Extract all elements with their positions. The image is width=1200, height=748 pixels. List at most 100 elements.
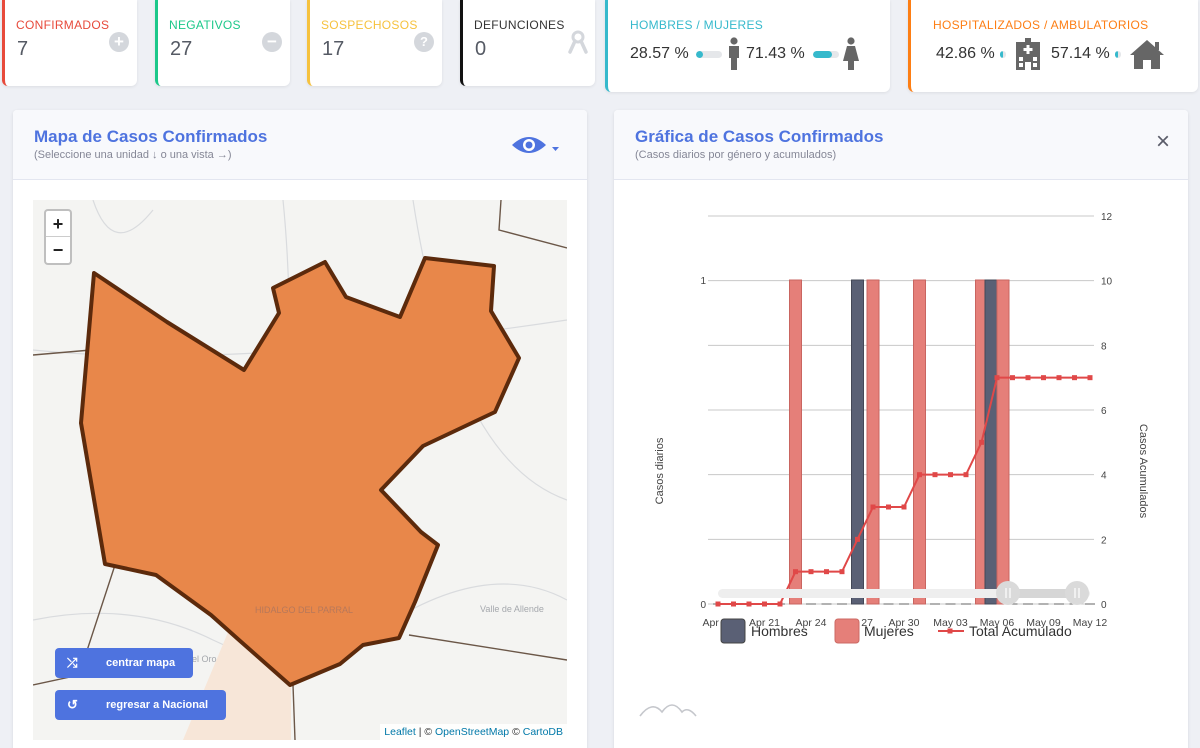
map-panel-subtitle: (Seleccione una unidad ↓ o una vista →) [34, 149, 232, 161]
map-view[interactable]: HIDALGO DEL PARRAL Valle de Allende San … [33, 200, 567, 740]
map-panel-title: Mapa de Casos Confirmados [34, 127, 268, 146]
center-map-button[interactable]: ⤮ centrar mapa [55, 648, 193, 678]
hosp-progress-bar [1000, 51, 1006, 58]
bar-hombres [851, 279, 864, 605]
total-acumulado-point [917, 472, 922, 478]
municipality-hidalgo-del-parral[interactable] [79, 256, 521, 687]
attribution-leaflet-link[interactable]: Leaflet [384, 726, 416, 738]
y-right-tick-label: 4 [1101, 471, 1107, 482]
sospechosos-value: 17 [322, 38, 345, 60]
total-acumulado-point [855, 536, 860, 542]
y-right-tick-label: 0 [1101, 600, 1107, 611]
total-acumulado-point [1041, 375, 1046, 381]
total-acumulado-point [731, 601, 736, 607]
card-negativos[interactable]: NEGATIVOS 27 − [155, 0, 290, 86]
male-icon [729, 37, 739, 70]
bar-mujeres [913, 279, 926, 605]
x-tick-label: Apr 21 [749, 617, 780, 629]
men-progress-fill [696, 51, 704, 58]
y-right-tick-label: 2 [1101, 535, 1107, 546]
chart-panel-header: Gráfica de Casos Confirmados (Casos diar… [614, 110, 1188, 180]
zoom-in-button[interactable]: + [46, 211, 70, 237]
hosp-progress-fill [1000, 51, 1003, 58]
zoom-out-button[interactable]: − [52, 240, 64, 260]
range-slider[interactable] [718, 581, 1090, 605]
total-acumulado-point [1025, 375, 1031, 381]
x-tick-label: May 09 [1026, 617, 1061, 629]
women-progress-bar [813, 51, 839, 58]
total-acumulado-point [870, 504, 876, 510]
x-tick-label: May 12 [1073, 617, 1108, 629]
back-to-national-button[interactable]: ↺ regresar a Nacional [55, 690, 226, 720]
attribution-osm-link[interactable]: OpenStreetMap [435, 726, 510, 738]
card-hombres-mujeres[interactable]: HOMBRES / MUJERES 28.57 % 71.43 % [605, 0, 890, 92]
center-map-label: centrar mapa [106, 657, 176, 669]
men-percent: 28.57 % [630, 45, 689, 62]
chart-panel: Gráfica de Casos Confirmados (Casos diar… [614, 110, 1188, 748]
map-panel: Mapa de Casos Confirmados (Seleccione un… [13, 110, 587, 748]
hosp-label: HOSPITALIZADOS / AMBULATORIOS [933, 18, 1149, 32]
map-attribution: Leaflet | © OpenStreetMap © CartoDB [380, 724, 567, 740]
amb-progress-bar [1115, 51, 1121, 58]
close-button[interactable]: × [1155, 128, 1170, 155]
card-confirmados[interactable]: CONFIRMADOS 7 + [2, 0, 137, 86]
attribution-carto-link[interactable]: CartoDB [522, 726, 563, 738]
sospechosos-label: SOSPECHOSOS [321, 18, 418, 32]
total-acumulado-point [1010, 375, 1015, 381]
confirmados-label: CONFIRMADOS [16, 18, 110, 32]
minus-circle-icon: − [262, 32, 282, 52]
total-acumulado-point [901, 504, 907, 510]
female-icon [843, 37, 859, 70]
total-acumulado-point [824, 569, 829, 575]
total-acumulado-point [963, 472, 969, 478]
confirmados-value: 7 [17, 38, 29, 60]
home-icon [1130, 40, 1164, 69]
attribution-sep-2: © [509, 726, 523, 738]
label-hidalgo-del-parral: HIDALGO DEL PARRAL [255, 605, 353, 615]
y-right-tick-label: 6 [1101, 406, 1107, 417]
men-progress-bar [696, 51, 722, 58]
negativos-value: 27 [170, 38, 193, 60]
eye-dropdown-icon[interactable] [510, 132, 562, 158]
back-to-national-label: regresar a Nacional [106, 699, 209, 711]
label-valle-de-allende: Valle de Allende [480, 604, 544, 614]
chart-panel-title: Gráfica de Casos Confirmados [635, 127, 884, 146]
undo-icon: ↺ [67, 697, 78, 712]
bar-mujeres [866, 279, 880, 605]
legend-mujeres-swatch [834, 618, 860, 644]
legend-mujeres-label: Mujeres [864, 623, 914, 639]
defunciones-label: DEFUNCIONES [474, 18, 565, 32]
legend-hombres-swatch [720, 618, 746, 644]
legend-total-label: Total Acumulado [969, 623, 1072, 639]
legend-total-marker [947, 628, 953, 634]
card-sospechosos[interactable]: SOSPECHOSOS 17 ? [307, 0, 442, 86]
ribbon-icon [568, 30, 588, 54]
zoom-control: + − [44, 209, 72, 265]
sparkline-icon [639, 704, 697, 717]
card-hospitalizados-ambulatorios[interactable]: HOSPITALIZADOS / AMBULATORIOS 42.86 % 57… [908, 0, 1198, 92]
hosp-percent: 42.86 % [936, 45, 995, 62]
total-acumulado-point [777, 601, 783, 607]
total-acumulado-point [746, 601, 752, 607]
y-left-tick-label: 1 [700, 276, 706, 287]
y-axis-label-right: Casos Acumulados [1137, 424, 1149, 519]
total-acumulado-point [1072, 375, 1077, 381]
legend-hombres-label: Hombres [751, 623, 808, 639]
amb-percent: 57.14 % [1051, 45, 1110, 62]
total-acumulado-point [839, 569, 845, 575]
x-tick-label: May 06 [980, 617, 1015, 629]
chart-legend[interactable]: Hombres Mujeres Total Acumulado [720, 618, 1072, 644]
women-percent: 71.43 % [746, 45, 805, 62]
x-tick-label: Apr 30 [889, 617, 920, 629]
bar-mujeres [789, 279, 802, 605]
compress-icon: ⤮ [67, 655, 78, 670]
total-acumulado-point [715, 601, 721, 607]
y-axis-label-left: Casos diarios [654, 437, 666, 504]
women-progress-fill [813, 51, 832, 58]
y-right-tick-label: 8 [1101, 341, 1107, 352]
total-acumulado-line [718, 376, 1090, 605]
card-defunciones[interactable]: DEFUNCIONES 0 [460, 0, 595, 86]
bar-mujeres [996, 279, 1010, 605]
y-left-tick-label: 0 [700, 600, 706, 611]
